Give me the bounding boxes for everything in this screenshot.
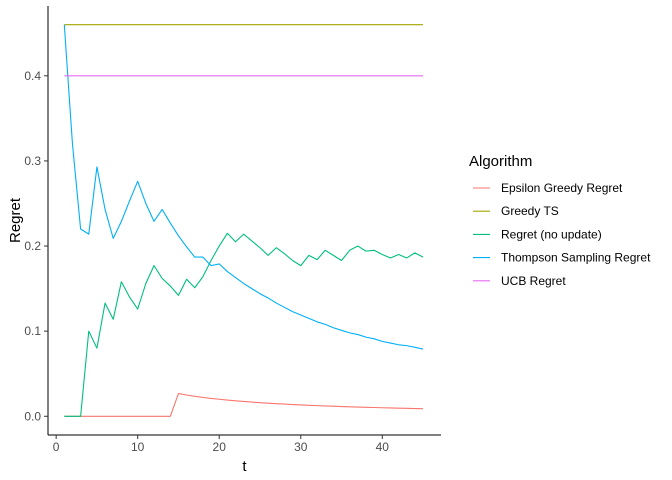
x-tick-label: 20	[213, 440, 227, 454]
legend-title: Algorithm	[469, 153, 532, 170]
y-tick-label: 0.0	[24, 409, 41, 423]
legend-label-regret-no-update: Regret (no update)	[501, 227, 602, 241]
legend: Algorithm Epsilon Greedy Regret Greedy TS…	[469, 153, 651, 288]
legend-label-ucb-regret: UCB Regret	[501, 274, 566, 288]
legend-label-greedy-ts: Greedy TS	[501, 204, 559, 218]
y-tick-label: 0.3	[24, 154, 41, 168]
x-tick-label: 30	[294, 440, 308, 454]
y-tick-label: 0.2	[24, 239, 41, 253]
y-axis-title: Regret	[7, 197, 24, 243]
x-axis-title: t	[242, 458, 247, 475]
y-tick-label: 0.4	[24, 69, 41, 83]
x-tick-label: 40	[376, 440, 390, 454]
plot-area	[63, 24, 424, 417]
series-line-epsilon-greedy-regret	[64, 392, 424, 417]
y-tick-label: 0.1	[24, 324, 41, 338]
series-line-regret-no-update	[64, 232, 424, 417]
legend-label-thompson-sampling-regret: Thompson Sampling Regret	[501, 251, 651, 265]
axes: 0 10 20 30 40 0.0 0.1 0.2 0.3 0.4	[24, 6, 441, 454]
x-tick-label: 10	[131, 440, 145, 454]
legend-label-epsilon-greedy-regret: Epsilon Greedy Regret	[501, 181, 623, 195]
x-tick-label: 0	[53, 440, 60, 454]
series-line-thompson-sampling-regret	[63, 24, 424, 350]
